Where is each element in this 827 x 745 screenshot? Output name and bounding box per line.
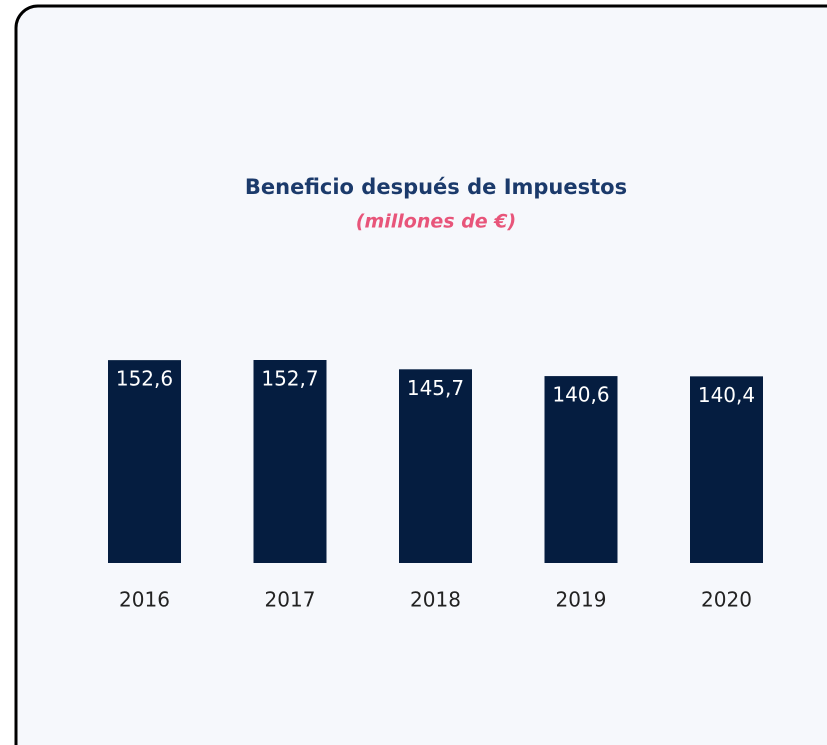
chart-title: Beneficio después de Impuestos [245,175,627,199]
bar [399,369,472,563]
x-tick-label: 2018 [410,588,461,612]
value-label: 152,6 [116,367,173,391]
value-label: 145,7 [407,376,464,400]
value-label: 140,6 [552,383,609,407]
x-tick-label: 2016 [119,588,170,612]
bar [253,360,327,563]
x-tick-label: 2019 [556,588,607,612]
bar [690,376,763,563]
x-tick-label: 2020 [701,588,752,612]
value-label: 152,7 [261,367,318,391]
bar [108,360,181,563]
value-label: 140,4 [698,383,755,407]
x-tick-label: 2017 [265,588,316,612]
chart-subtitle: (millones de €) [356,211,516,233]
bar [544,376,618,563]
